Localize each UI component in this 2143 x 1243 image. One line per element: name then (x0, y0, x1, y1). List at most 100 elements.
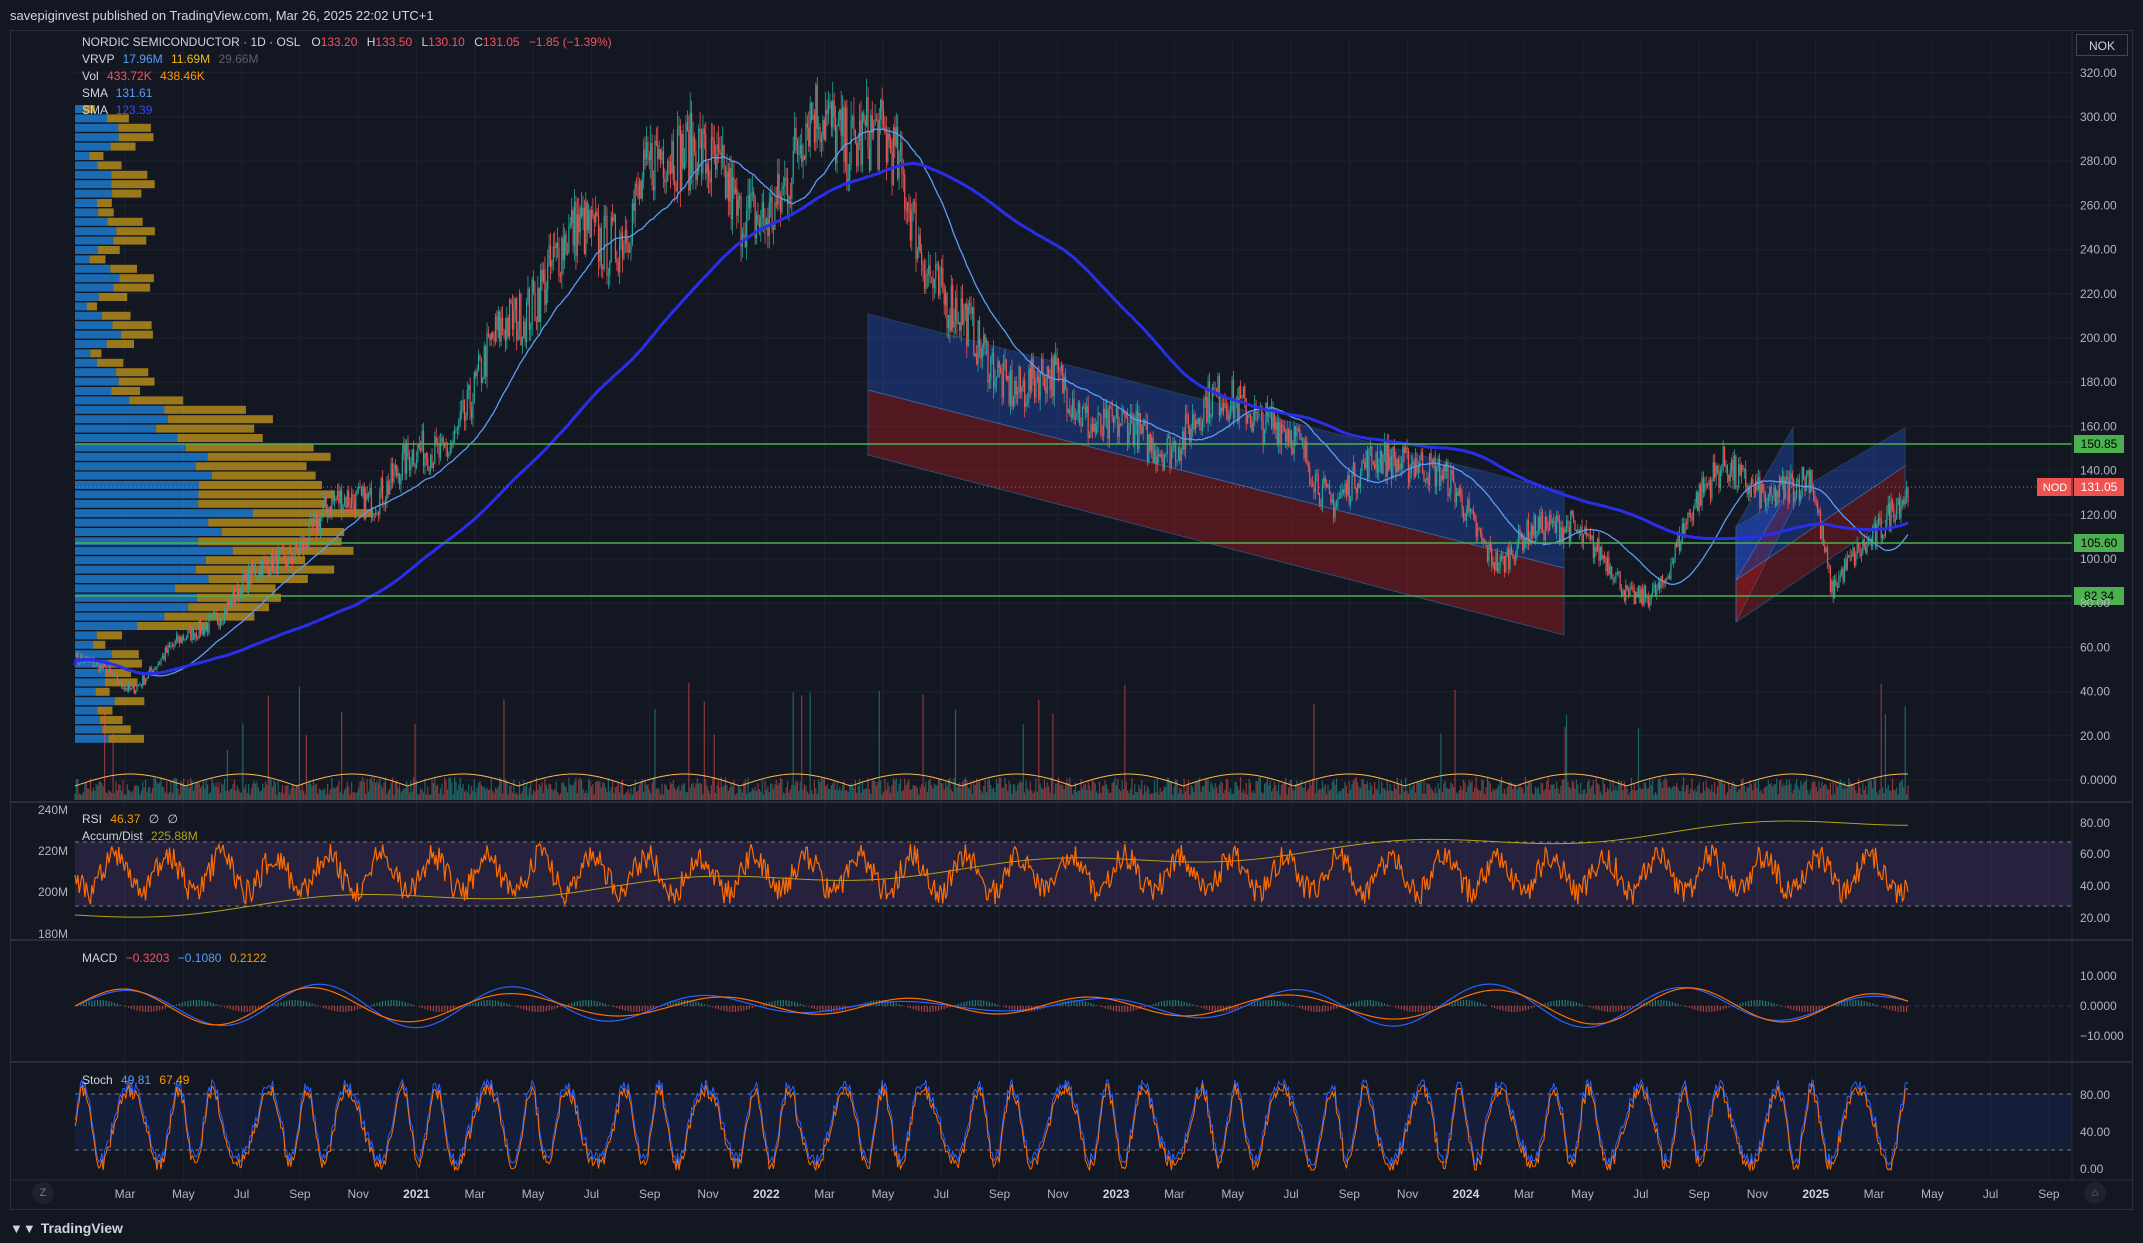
candle-body (959, 322, 961, 331)
volume-bar (1755, 779, 1757, 800)
macd-histogram-bar (1429, 1006, 1431, 1010)
macd-histogram-bar (1189, 1003, 1191, 1006)
candle-body (547, 263, 549, 290)
macd-histogram-bar (438, 1006, 440, 1012)
candle-body (1414, 457, 1417, 478)
macd-histogram-bar (1228, 1006, 1230, 1012)
candle-body (199, 620, 202, 635)
volume-bar (1565, 714, 1568, 800)
candle-body (1670, 563, 1672, 580)
macd-histogram-bar (582, 1000, 584, 1006)
volume-bar (1589, 788, 1592, 800)
candle-body (746, 210, 748, 248)
candle-body (1141, 426, 1143, 434)
drawn-channels[interactable] (867, 313, 1906, 636)
macd-histogram-bar (1482, 1003, 1484, 1006)
candle-body (1639, 586, 1641, 603)
volume-bar (1019, 780, 1022, 800)
symbol-legend[interactable]: NORDIC SEMICONDUCTOR · 1D · OSL O133.20 … (82, 34, 612, 119)
volume-bar (645, 785, 648, 800)
volume-bar (1128, 792, 1130, 800)
vrvp-legend[interactable]: VRVP 17.96M 11.69M 29.66M (82, 51, 612, 68)
vrvp-bar-up (75, 236, 114, 245)
vol-legend[interactable]: Vol 433.72K 438.46K (82, 68, 612, 85)
candle-body (1203, 399, 1205, 420)
volume-bar (1787, 785, 1789, 800)
candle-body (497, 311, 499, 331)
volume-bar (799, 781, 801, 800)
macd-histogram-bar (926, 1006, 928, 1012)
macd-legend[interactable]: MACD −0.3203 −0.1080 0.2122 (82, 950, 267, 967)
candle-body (1002, 361, 1005, 398)
volume-bar (135, 785, 137, 800)
macd-histogram-bar (1333, 1006, 1335, 1010)
volume-bar (1904, 706, 1906, 800)
candle-body (1527, 520, 1530, 544)
candle-body (1656, 589, 1658, 595)
macd-histogram-bar (1646, 1001, 1648, 1006)
macd-histogram-bar (503, 1002, 505, 1006)
macd-line (74, 983, 1909, 1029)
macd-histogram-bar (1335, 1006, 1338, 1009)
volume-bar (1056, 783, 1058, 800)
candle-body (645, 141, 648, 160)
volume-bar (349, 794, 351, 800)
candle-body (562, 238, 564, 260)
macd-histogram-bar (590, 1000, 593, 1006)
candle-body (260, 565, 262, 578)
scroll-to-end-icon[interactable]: ⌂ (2084, 1182, 2106, 1204)
volume-bar (810, 789, 813, 800)
volume-bar (1794, 783, 1796, 800)
candle-body (822, 119, 824, 137)
macd-histogram-bar (1581, 1004, 1583, 1006)
volume-bar (1866, 793, 1868, 800)
vrvp-bar-up (75, 311, 102, 320)
candle-body (1692, 509, 1695, 521)
volume-bar (341, 711, 343, 800)
candle-body (422, 430, 425, 467)
rsi-legend[interactable]: RSI 46.37 ∅ ∅ Accum/Dist 225.88M (82, 811, 198, 845)
vrvp-bar-up (75, 264, 111, 273)
currency-selector[interactable]: NOK (2076, 34, 2128, 56)
macd-histogram-bar (153, 1006, 155, 1012)
macd-histogram-bar (1677, 1003, 1679, 1006)
sma-fast-legend[interactable]: SMA 131.61 (82, 85, 612, 102)
volume-bar (1819, 788, 1822, 800)
volume-bar (1818, 781, 1820, 800)
volume-bar (298, 686, 300, 800)
macd-histogram-bar (1409, 1006, 1411, 1012)
stoch-legend[interactable]: Stoch 49.81 67.49 (82, 1072, 189, 1089)
volume-bar (1358, 787, 1360, 800)
candle-body (826, 109, 828, 115)
candle-body (263, 559, 265, 561)
tradingview-logo[interactable]: ▼▼ TradingView (10, 1220, 123, 1236)
time-tick-label: May (522, 1187, 545, 1201)
volume-bar (1712, 792, 1714, 800)
macd-histogram-bar (105, 1000, 107, 1006)
candle-body (81, 656, 83, 660)
chart-frame[interactable] (10, 30, 2133, 1210)
volume-bar (1443, 783, 1445, 800)
macd-histogram-bar (1894, 1006, 1896, 1012)
candle-body (1467, 499, 1469, 514)
volume-bar (777, 785, 779, 800)
volume-bar (1747, 787, 1750, 800)
volume-bar (1752, 790, 1754, 800)
volume-bar (915, 785, 917, 800)
volume-bar (1729, 788, 1731, 800)
macd-histogram-bar (796, 1002, 799, 1006)
candle-body (469, 385, 471, 410)
volume-bar (393, 794, 395, 800)
volume-bar (1523, 793, 1525, 800)
volume-bar (1659, 777, 1661, 800)
accum-legend[interactable]: Accum/Dist 225.88M (82, 828, 198, 845)
sma-slow-legend[interactable]: SMA 123.39 (82, 102, 612, 119)
volume-bar (1244, 792, 1246, 800)
macd-histogram-bar (785, 1000, 787, 1006)
publish-header: savepiginvest published on TradingView.c… (0, 0, 2143, 30)
macd-histogram-bar (294, 1000, 296, 1006)
zoom-button[interactable]: Z (32, 1182, 54, 1204)
volume-bar (525, 782, 528, 800)
